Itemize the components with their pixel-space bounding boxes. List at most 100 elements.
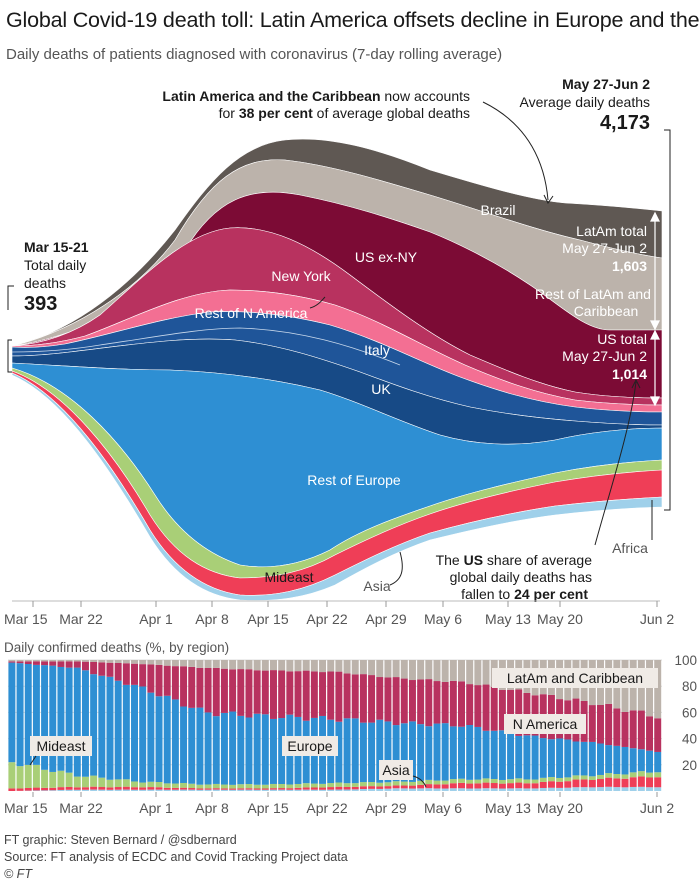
lower-bar-segment bbox=[32, 764, 40, 788]
lower-bar-segment bbox=[588, 780, 596, 788]
lower-bar-segment bbox=[16, 766, 24, 789]
label-brazil: Brazil bbox=[480, 202, 515, 218]
lower-bar-segment bbox=[98, 662, 106, 676]
lower-bar-segment bbox=[433, 780, 441, 785]
lower-bar-segment bbox=[139, 789, 147, 791]
lower-bar-segment bbox=[376, 782, 384, 787]
lower-bar-segment bbox=[106, 789, 114, 791]
lower-bar-segment bbox=[482, 660, 490, 685]
lower-bar-segment bbox=[556, 787, 564, 791]
lower-bar-segment bbox=[490, 779, 498, 784]
lower-bar-segment bbox=[474, 726, 482, 780]
lower-bar-segment bbox=[408, 788, 416, 791]
lower-bar-segment bbox=[131, 789, 138, 791]
lower-bar-segment bbox=[122, 660, 130, 664]
lower-bar-segment bbox=[229, 660, 237, 670]
lower-bar-segment bbox=[163, 665, 171, 696]
lower-bar-segment bbox=[147, 781, 155, 788]
lower-bar-segment bbox=[408, 781, 416, 786]
lower-bar-segment bbox=[449, 680, 457, 727]
us-total-line1: US total bbox=[597, 331, 647, 347]
lower-bar-segment bbox=[343, 673, 351, 719]
lower-bar-segment bbox=[245, 788, 253, 790]
lower-bar-segment bbox=[163, 787, 171, 790]
us-share-bold2: 24 per cent bbox=[514, 586, 588, 602]
lower-bar-segment bbox=[343, 783, 351, 787]
lower-bar-segment bbox=[417, 784, 425, 789]
upper-x-tick-label: Apr 8 bbox=[195, 611, 229, 627]
lower-bar-segment bbox=[73, 661, 81, 668]
lower-bar-segment bbox=[515, 788, 523, 791]
latam-share-bold1: Latin America and the Caribbean bbox=[162, 88, 380, 104]
lower-bar-segment bbox=[646, 716, 654, 751]
lower-bar-segment bbox=[237, 784, 245, 789]
lower-bar-segment bbox=[155, 664, 163, 697]
lower-y-tick-label: 100 bbox=[674, 653, 697, 668]
lower-bar-segment bbox=[90, 674, 98, 776]
lower-bar-segment bbox=[65, 786, 73, 790]
lower-bar-segment bbox=[229, 788, 237, 790]
lower-bar-segment bbox=[81, 776, 89, 788]
lower-bar-segment bbox=[531, 779, 539, 784]
lower-bar-segment bbox=[466, 725, 474, 780]
lower-bar-segment bbox=[188, 788, 196, 790]
right-total-bracket bbox=[664, 129, 671, 511]
lower-bar-segment bbox=[621, 774, 629, 779]
lower-bar-segment bbox=[65, 789, 73, 791]
lower-bar-segment bbox=[188, 783, 196, 789]
lower-bar-segment bbox=[57, 666, 65, 771]
right-total-value: 4,173 bbox=[600, 112, 650, 134]
lower-bar-segment bbox=[302, 789, 310, 791]
lower-bar-segment bbox=[327, 660, 335, 672]
lower-bar-segment bbox=[171, 789, 179, 791]
lower-bar-segment bbox=[41, 660, 49, 662]
lower-bar-segment bbox=[458, 788, 465, 791]
lower-bar-segment bbox=[417, 780, 425, 785]
lower-bar-segment bbox=[327, 783, 335, 788]
lower-bar-segment bbox=[229, 789, 237, 791]
lower-bar-segment bbox=[654, 777, 662, 788]
lower-bar-segment bbox=[335, 786, 343, 790]
lower-bar-segment bbox=[327, 789, 335, 791]
lower-bar-segment bbox=[449, 788, 457, 791]
lower-bar-segment bbox=[49, 665, 57, 772]
lower-bar-segment bbox=[196, 788, 204, 790]
lower-bar-segment bbox=[98, 660, 106, 663]
upper-x-tick-label: May 6 bbox=[424, 611, 462, 627]
label-rest-latam-1: Rest of LatAm and bbox=[535, 286, 651, 302]
lower-bar-segment bbox=[237, 669, 245, 716]
lower-bar-segment bbox=[474, 685, 482, 727]
lower-bar-segment bbox=[359, 674, 367, 723]
lower-bar-segment bbox=[261, 670, 269, 715]
lower-bar-segment bbox=[637, 710, 645, 750]
lower-bar-segment bbox=[81, 660, 89, 662]
lower-bar-segment bbox=[286, 660, 294, 672]
lower-bar-segment bbox=[368, 786, 376, 789]
lower-bar-segment bbox=[163, 783, 171, 788]
lower-label-latam: LatAm and Caribbean bbox=[507, 670, 643, 686]
lower-bar-segment bbox=[73, 776, 81, 788]
lower-bar-segment bbox=[474, 788, 482, 791]
lower-bar-segment bbox=[122, 789, 130, 791]
lower-x-tick-label: Apr 1 bbox=[139, 800, 173, 816]
lower-bar-segment bbox=[294, 660, 302, 672]
lower-bar-segment bbox=[376, 788, 384, 791]
lower-bar-segment bbox=[507, 779, 515, 784]
lower-bar-segment bbox=[466, 788, 474, 791]
lower-bar-segment bbox=[245, 784, 253, 789]
lower-bar-segment bbox=[482, 684, 490, 731]
lower-bar-segment bbox=[16, 788, 24, 791]
lower-bar-segment bbox=[327, 787, 335, 790]
lower-bar-segment bbox=[327, 671, 335, 720]
lower-bar-segment bbox=[523, 788, 531, 791]
lower-bar-segment bbox=[220, 788, 228, 790]
latam-share-bold2: 38 per cent bbox=[239, 105, 313, 121]
lower-bar-segment bbox=[580, 787, 588, 791]
lower-bar-segment bbox=[65, 661, 73, 668]
lower-bar-segment bbox=[531, 735, 539, 780]
lower-bar-segment bbox=[139, 664, 147, 687]
lower-bar-segment bbox=[507, 689, 515, 734]
lower-bar-segment bbox=[335, 671, 343, 722]
lower-bar-segment bbox=[16, 661, 24, 664]
lower-bar-segment bbox=[637, 771, 645, 777]
